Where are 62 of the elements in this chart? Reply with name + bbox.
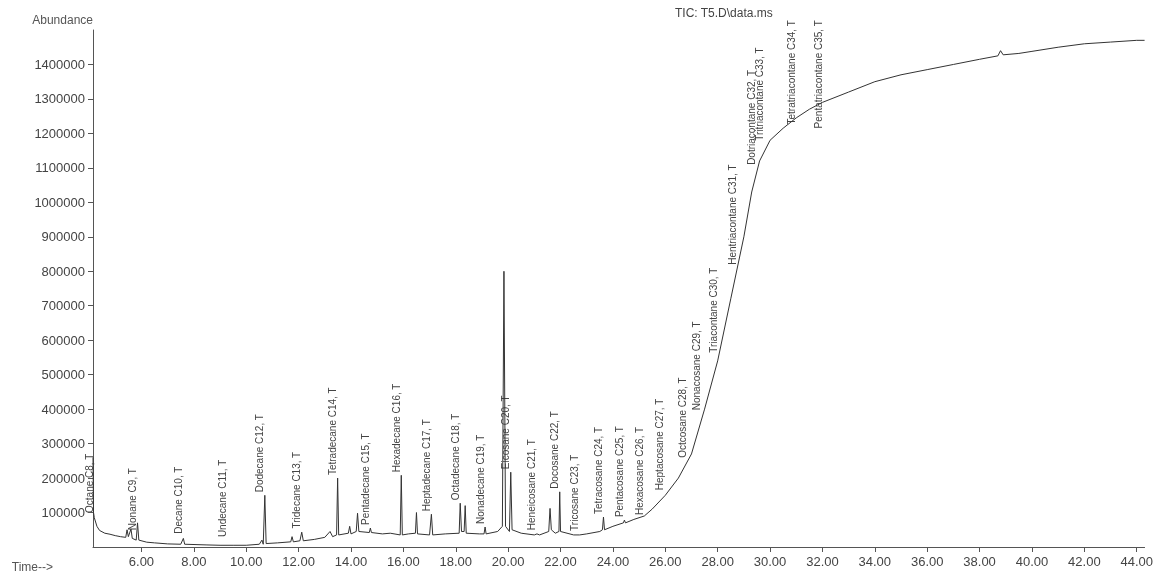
annotation: Hentriacontane C31, T	[726, 164, 738, 265]
annotation: Docosane C22, T	[549, 411, 561, 489]
x-tick-label: 34.00	[858, 554, 892, 569]
x-tick-label: 24.00	[596, 554, 630, 569]
x-tick-label: 28.00	[701, 554, 734, 569]
annotation: Eicosane C20, T	[500, 395, 512, 470]
annotation: Tetradecane C14, T	[327, 387, 339, 476]
y-tick-label: 700000	[41, 298, 85, 314]
x-tick-label: 14.00	[334, 554, 368, 569]
annotation: Pentatriacontane C35, T	[813, 20, 825, 129]
y-tick-label: 200000	[41, 470, 85, 486]
annotation: Octadecane C18, T	[449, 413, 461, 501]
annotation: Pentadecane C15, T	[359, 433, 371, 526]
y-tick-label: 1400000	[34, 56, 85, 72]
y-tick-label: 400000	[41, 401, 85, 417]
annotation: Dodecane C12, T	[254, 414, 266, 493]
y-tick-label: 800000	[41, 263, 85, 279]
x-tick-label: 30.00	[753, 554, 787, 569]
annotation: Nonane C9, T	[127, 468, 139, 531]
x-tick-label: 18.00	[439, 554, 473, 569]
y-tick-label: 1000000	[34, 194, 85, 210]
y-tick-label: 500000	[41, 367, 85, 383]
x-tick-label: 20.00	[491, 554, 525, 569]
x-tick-label: 12.00	[282, 554, 315, 569]
x-tick-label: 36.00	[910, 554, 944, 569]
x-tick-label: 10.00	[229, 554, 263, 569]
chart-title: TIC: T5.D\data.ms	[675, 6, 773, 20]
annotation: Triacontane C30, T	[708, 267, 720, 353]
x-tick-label: 16.00	[387, 554, 420, 569]
x-tick-label: 42.00	[1068, 554, 1101, 569]
x-tick-label: 6.00	[128, 554, 155, 569]
y-tick-label: 900000	[41, 229, 85, 245]
y-tick-label: 100000	[41, 505, 85, 521]
x-tick-label: 44.00	[1120, 554, 1154, 569]
annotation: Heptacosane C27, T	[653, 398, 665, 491]
annotation: Hexacosane C26, T	[633, 426, 645, 516]
x-axis-title: Time-->	[11, 560, 53, 574]
y-tick-label: 1200000	[34, 125, 85, 141]
annotation: Tetratriacontane C34, T	[785, 20, 797, 125]
annotation: Tridecane C13, T	[291, 451, 303, 529]
y-axis-title: Abundance	[32, 13, 94, 27]
x-tick-label: 32.00	[806, 554, 839, 569]
x-tick-label: 22.00	[544, 554, 577, 569]
annotation: Nonadecane C19, T	[474, 434, 486, 525]
annotation: Nonacosane C29, T	[691, 321, 703, 411]
annotation: Tricosane C23, T	[569, 454, 581, 531]
annotation: Octcosane C28, T	[676, 377, 688, 458]
x-tick-label: 26.00	[649, 554, 682, 569]
y-tick-label: 1300000	[34, 91, 85, 107]
annotation: Heneicosane C21, T	[526, 439, 538, 531]
annotation: Heptadecane C17, T	[420, 419, 432, 512]
annotation: Tetracosane C24, T	[592, 426, 604, 515]
annotation: Undecane C11, T	[217, 459, 229, 538]
annotation: Decane C10, T	[172, 466, 184, 534]
x-tick-label: 38.00	[963, 554, 996, 569]
x-tick-label: 8.00	[181, 554, 207, 569]
x-tick-label: 40.00	[1015, 554, 1049, 569]
annotation: Pentacosane C25, T	[613, 426, 625, 518]
y-tick-label: 1100000	[35, 160, 85, 176]
y-tick-label: 600000	[41, 332, 85, 348]
annotation: Hexadecane C16, T	[390, 383, 402, 473]
y-tick-label: 300000	[41, 436, 85, 452]
